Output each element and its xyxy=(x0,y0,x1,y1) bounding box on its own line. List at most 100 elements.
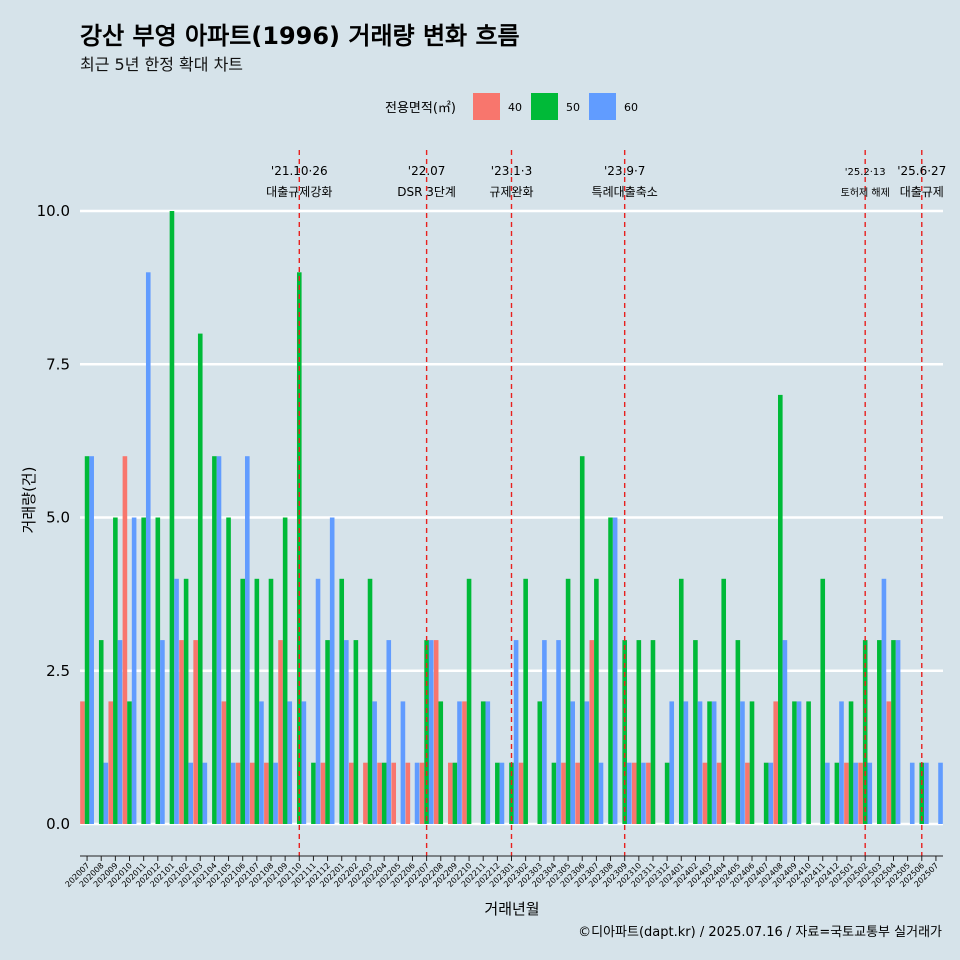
bar-60-202203 xyxy=(372,701,377,824)
bar-60-202407 xyxy=(768,762,774,824)
bar-60-202403 xyxy=(711,701,717,824)
bar-60-202306 xyxy=(584,701,590,824)
y-axis: 0.0 2.5 5.0 7.5 10.0 xyxy=(37,202,70,833)
bar-50-202112 xyxy=(325,640,330,824)
bar-50-202204 xyxy=(381,762,387,824)
bar-50-202303 xyxy=(537,701,543,824)
bar-50-202407 xyxy=(763,762,769,824)
event-date-label: '23.1·3 xyxy=(491,164,532,178)
bar-60-202412 xyxy=(839,701,844,824)
bar-60-202007 xyxy=(89,456,94,824)
bar-60-202111 xyxy=(315,578,321,824)
bar-50-202402 xyxy=(693,640,698,824)
y-tick-label: 0.0 xyxy=(46,815,70,833)
bar-40-202311 xyxy=(646,762,651,824)
bar-40-202209 xyxy=(448,762,453,824)
event-name-label: DSR 3단계 xyxy=(397,185,456,199)
bar-40-202107 xyxy=(249,762,255,824)
bar-60-202507 xyxy=(938,762,943,824)
bar-60-202411 xyxy=(825,762,830,824)
bar-40-202108 xyxy=(264,762,269,824)
legend-title: 전용면적(㎡) xyxy=(385,101,456,116)
bar-50-202502 xyxy=(862,640,868,824)
bar-40-202207 xyxy=(419,762,425,824)
bar-60-202108 xyxy=(273,762,278,824)
bar-50-202411 xyxy=(820,578,826,824)
event-date-label: '25.6·27 xyxy=(897,164,946,178)
bar-40-202010 xyxy=(122,456,128,824)
bar-60-202207 xyxy=(428,640,434,824)
bar-60-202105 xyxy=(230,762,236,824)
bar-60-202010 xyxy=(131,517,137,824)
bar-50-202306 xyxy=(579,456,585,824)
legend-label-40: 40 xyxy=(508,101,522,114)
event-date-label: '25.2·13 xyxy=(845,167,886,178)
legend-swatch-40 xyxy=(473,93,500,120)
bar-50-202208 xyxy=(438,701,444,824)
bar-50-202412 xyxy=(834,762,840,824)
bar-40-202310 xyxy=(631,762,637,824)
bar-50-202103 xyxy=(197,333,203,824)
y-tick-label: 7.5 xyxy=(46,355,70,373)
bar-60-202009 xyxy=(117,640,123,824)
bar-40-202204 xyxy=(377,762,382,824)
y-tick-label: 2.5 xyxy=(46,662,70,680)
bar-60-202308 xyxy=(612,517,618,824)
bar-60-202401 xyxy=(683,701,689,824)
event-date-label: '21.10·26 xyxy=(271,164,328,178)
bar-60-202409 xyxy=(796,701,802,824)
bar-60-202109 xyxy=(287,701,293,824)
bar-40-202105 xyxy=(221,701,227,824)
bar-50-202109 xyxy=(282,517,288,824)
bar-60-202312 xyxy=(669,701,675,824)
bar-50-202503 xyxy=(877,640,882,824)
legend-swatch-60 xyxy=(589,93,616,120)
bar-40-202206 xyxy=(405,762,411,824)
bar-60-202212 xyxy=(499,762,505,824)
bar-60-202205 xyxy=(400,701,406,824)
bar-50-202312 xyxy=(664,762,670,824)
bar-50-202108 xyxy=(268,578,274,824)
bar-60-202201 xyxy=(344,640,349,824)
bar-40-202501 xyxy=(844,762,849,824)
bar-60-202408 xyxy=(782,640,788,824)
bar-50-202104 xyxy=(212,456,217,824)
bar-50-202209 xyxy=(452,762,458,824)
bar-40-202109 xyxy=(278,640,283,824)
bar-60-202310 xyxy=(641,762,646,824)
bar-50-202101 xyxy=(169,211,175,824)
legend-label-60: 60 xyxy=(624,101,638,114)
bar-40-202404 xyxy=(716,762,722,824)
bar-60-202303 xyxy=(542,640,547,824)
bar-60-202304 xyxy=(556,640,561,824)
bar-50-202211 xyxy=(480,701,486,824)
bar-50-202504 xyxy=(891,640,896,824)
bar-50-202410 xyxy=(806,701,811,824)
bar-50-202011 xyxy=(141,517,146,824)
bar-60-202107 xyxy=(259,701,264,824)
bar-40-202504 xyxy=(886,701,892,824)
bar-60-202405 xyxy=(740,701,745,824)
bar-50-202203 xyxy=(367,578,373,824)
legend-label-50: 50 xyxy=(566,101,580,114)
legend-swatch-50 xyxy=(531,93,558,120)
bar-60-202101 xyxy=(174,578,179,824)
bar-60-202506 xyxy=(924,762,929,824)
bar-60-202110 xyxy=(301,701,307,824)
bar-50-202304 xyxy=(551,762,557,824)
y-tick-label: 10.0 xyxy=(37,202,70,220)
bar-50-202409 xyxy=(792,701,797,824)
event-name-label: 대출규제 xyxy=(900,185,944,199)
bar-50-202012 xyxy=(155,517,161,824)
bar-40-202106 xyxy=(235,762,241,824)
bar-60-202104 xyxy=(216,456,222,824)
bar-50-202210 xyxy=(466,578,472,824)
bar-50-202212 xyxy=(495,762,500,824)
bar-50-202107 xyxy=(254,578,260,824)
bar-50-202106 xyxy=(240,578,245,824)
bar-60-202206 xyxy=(414,762,420,824)
bar-60-202309 xyxy=(626,762,632,824)
bar-60-202112 xyxy=(329,517,335,824)
bar-50-202302 xyxy=(523,578,528,824)
bar-50-202408 xyxy=(778,394,783,824)
